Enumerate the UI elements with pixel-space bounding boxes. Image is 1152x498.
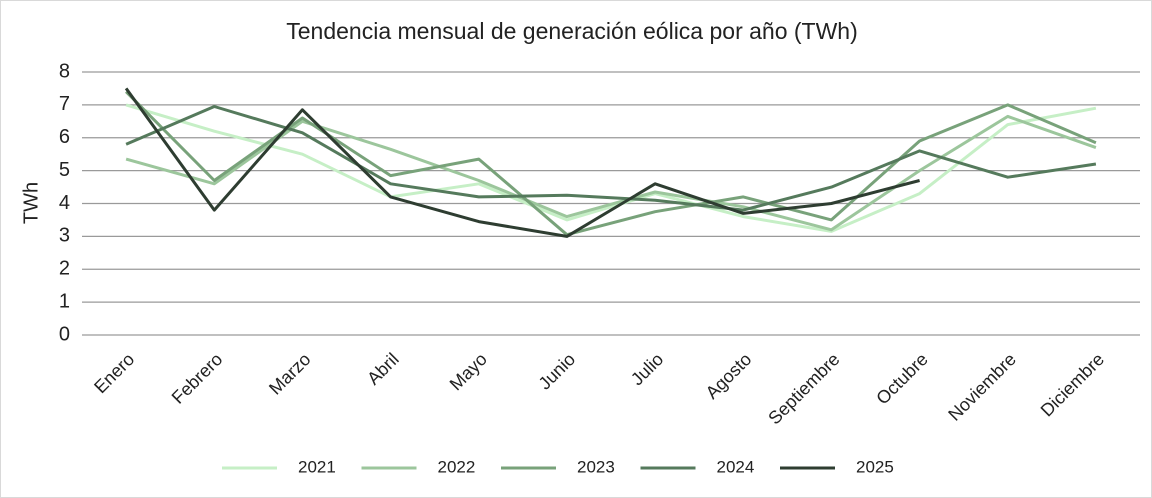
chart-title: Tendencia mensual de generación eólica p… — [286, 18, 858, 44]
legend-label: 2022 — [438, 457, 476, 476]
legend-label: 2021 — [298, 457, 336, 476]
series-line — [125, 114, 1097, 232]
y-tick-label: 8 — [59, 60, 70, 82]
y-tick-label: 3 — [59, 225, 70, 247]
legend-label: 2025 — [856, 457, 894, 476]
y-tick-label: 4 — [59, 192, 70, 214]
y-tick-label: 0 — [59, 323, 70, 345]
y-axis-label: TWh — [20, 182, 42, 224]
y-tick-label: 6 — [59, 126, 70, 148]
y-tick-label: 7 — [59, 93, 70, 115]
series-line — [124, 87, 920, 238]
legend-label: 2023 — [577, 457, 615, 476]
legend-label: 2024 — [717, 457, 755, 476]
y-tick-label: 5 — [59, 159, 70, 181]
y-tick-label: 1 — [59, 290, 70, 312]
series-line — [125, 103, 1097, 233]
y-tick-label: 2 — [59, 258, 70, 280]
